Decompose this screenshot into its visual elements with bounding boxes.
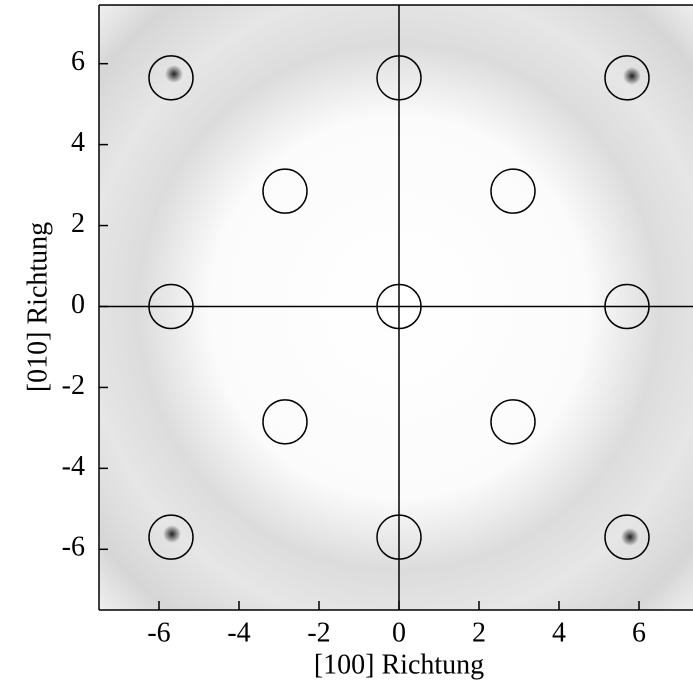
peak-marker	[490, 168, 536, 214]
x-tick-label: 0	[392, 617, 406, 648]
x-tick-label: -4	[227, 617, 250, 648]
y-tick-label: -4	[62, 451, 85, 482]
y-tick-label: 0	[71, 289, 85, 320]
peak-marker	[262, 168, 308, 214]
peak-marker	[604, 283, 650, 330]
peak-marker	[376, 283, 422, 330]
y-tick-label: -2	[62, 370, 85, 401]
peak-marker	[148, 55, 194, 101]
y-tick-label: 4	[71, 127, 85, 158]
x-tick-label: 4	[552, 617, 566, 648]
x-tick-label: 2	[472, 617, 486, 648]
peak-marker	[604, 514, 650, 560]
y-tick-label: -6	[62, 532, 85, 563]
peak-marker	[148, 514, 194, 560]
peak-marker	[262, 399, 308, 445]
peak-marker	[148, 283, 194, 330]
x-tick-label: -2	[307, 617, 330, 648]
y-axis-label: [010] Richtung	[22, 222, 53, 392]
y-tick-label: 2	[71, 208, 85, 239]
x-axis-label: [100] Richtung	[314, 649, 484, 680]
peak-marker	[490, 399, 536, 445]
peak-marker	[604, 55, 650, 101]
peak-marker	[376, 55, 422, 101]
peak-marker	[376, 514, 422, 560]
y-tick-label: 6	[71, 46, 85, 77]
intensity-map	[99, 5, 693, 610]
x-tick-label: -6	[147, 617, 170, 648]
x-tick-label: 6	[632, 617, 646, 648]
